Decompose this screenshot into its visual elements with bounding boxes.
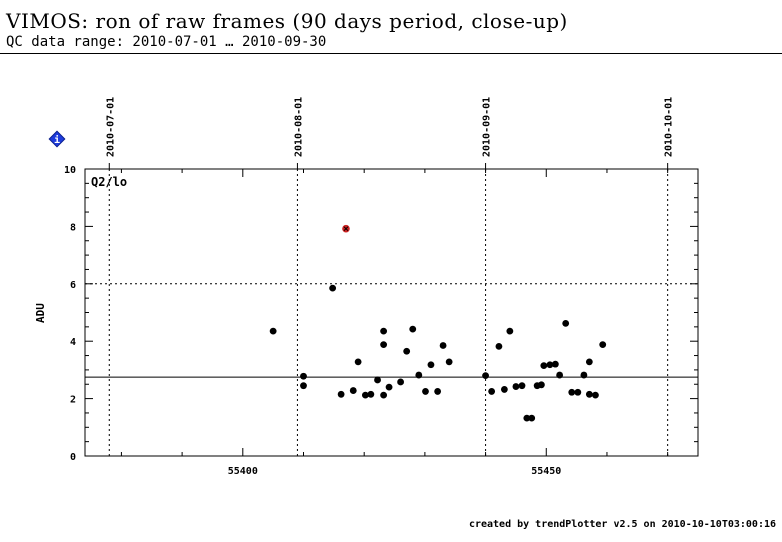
header-divider	[0, 53, 782, 54]
data-point	[300, 382, 307, 390]
data-point	[506, 327, 514, 335]
data-point	[349, 387, 357, 394]
y-tick-label: 10	[64, 165, 76, 176]
info-icon-label: i	[54, 134, 60, 146]
y-tick-label: 8	[70, 222, 76, 233]
data-point	[482, 372, 489, 380]
data-point	[385, 383, 393, 391]
data-point	[495, 342, 503, 350]
data-point	[380, 327, 388, 335]
data-point	[599, 341, 607, 349]
data-point	[362, 391, 369, 399]
info-icon[interactable]: i	[48, 130, 66, 148]
data-point	[434, 388, 442, 395]
data-point	[585, 390, 593, 398]
data-point	[427, 361, 435, 369]
x-tick-label: 55400	[228, 466, 258, 477]
y-tick-label: 2	[70, 395, 76, 406]
data-point	[568, 388, 576, 396]
date-tick-label: 2010-10-01	[664, 97, 675, 157]
data-point	[562, 320, 570, 327]
data-point	[380, 341, 388, 349]
data-point	[374, 376, 381, 384]
data-point	[540, 362, 548, 369]
data-point	[409, 325, 417, 333]
y-axis-label: ADU	[34, 303, 47, 323]
data-point	[300, 372, 307, 380]
data-point	[337, 390, 345, 398]
data-point	[528, 414, 536, 422]
page-title: VIMOS: ron of raw frames (90 days period…	[6, 9, 568, 33]
data-point	[518, 382, 526, 390]
data-point	[512, 383, 520, 390]
data-point	[500, 386, 508, 393]
data-point	[538, 381, 545, 389]
date-tick-label: 2010-07-01	[105, 97, 116, 157]
data-point	[574, 388, 582, 396]
data-point	[556, 371, 564, 379]
data-point	[445, 358, 453, 366]
data-point	[422, 388, 429, 395]
x-tick-label: 55450	[531, 466, 561, 477]
date-tick-label: 2010-09-01	[482, 97, 493, 157]
data-point	[269, 327, 277, 335]
data-point	[415, 371, 423, 379]
data-point	[367, 390, 375, 398]
data-point	[354, 358, 362, 366]
data-point	[585, 358, 593, 366]
data-point	[551, 360, 559, 368]
data-point	[439, 342, 447, 349]
data-point	[403, 347, 411, 355]
y-tick-label: 0	[70, 452, 76, 463]
plot-frame	[84, 168, 699, 457]
data-point	[580, 371, 588, 379]
data-point	[488, 388, 496, 395]
y-tick-label: 6	[70, 280, 76, 291]
date-tick-label: 2010-08-01	[293, 97, 304, 157]
y-tick-label: 4	[70, 337, 76, 348]
outlier-marker	[343, 226, 349, 232]
data-point	[546, 361, 554, 369]
data-point	[592, 391, 599, 399]
data-point	[397, 378, 405, 386]
data-range-subtitle: QC data range: 2010-07-01 … 2010-09-30	[6, 34, 327, 50]
panel-label: Q2/lo	[91, 175, 127, 189]
generator-footer: created by trendPlotter v2.5 on 2010-10-…	[468, 519, 776, 530]
data-point	[380, 391, 388, 399]
data-point	[329, 284, 337, 292]
data-point	[523, 414, 531, 422]
